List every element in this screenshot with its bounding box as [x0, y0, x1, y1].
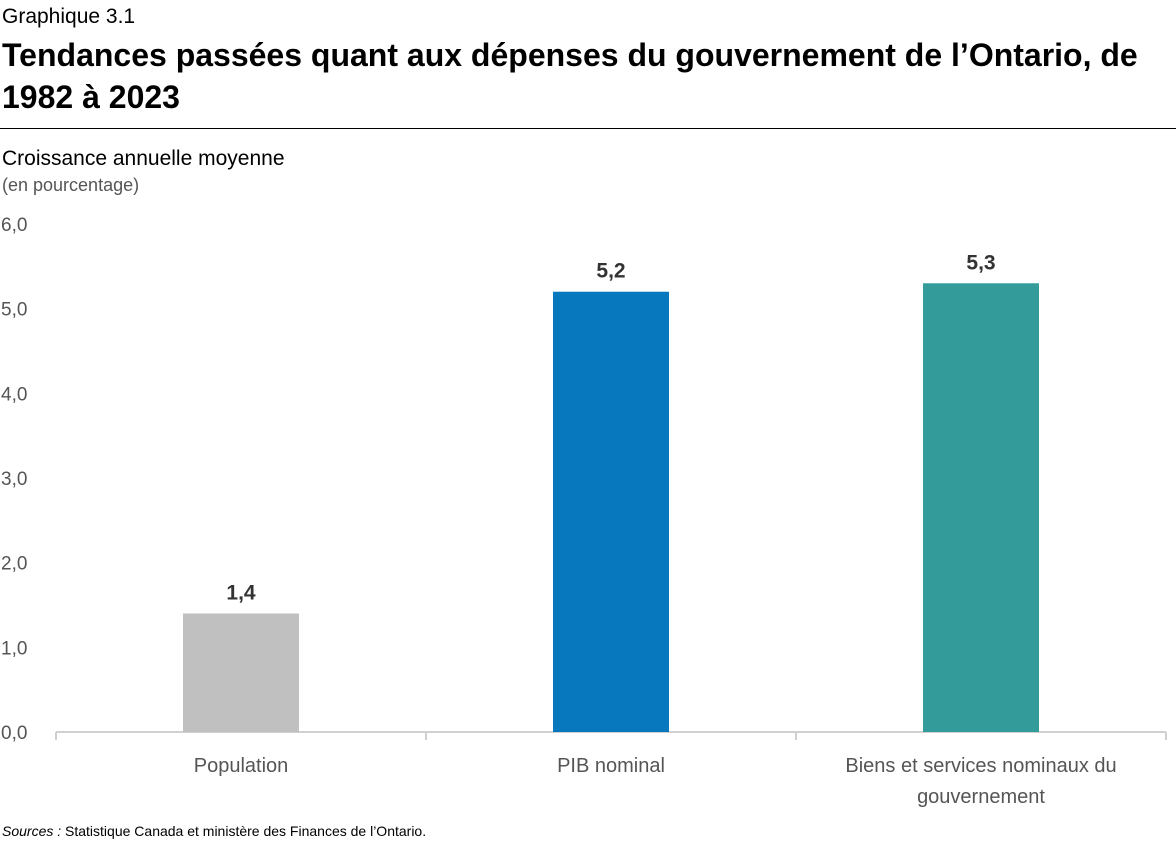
y-tick-label: 2,0 — [1, 554, 27, 575]
bar-value-label: 5,2 — [596, 260, 625, 283]
y-tick-label: 1,0 — [1, 638, 27, 659]
source-prefix: Sources : — [2, 823, 62, 839]
title-divider — [0, 128, 1176, 129]
bar-chart: 0,0 1,0 2,0 3,0 4,0 5,0 6,0 1,4 Population 5,2 PIB… — [1, 215, 1167, 808]
chart-title: Tendances passées quant aux dépenses du … — [2, 37, 1138, 115]
y-tick-label: 4,0 — [1, 384, 27, 405]
x-category-label: PIB nominal — [557, 755, 665, 777]
y-axis-unit: (en pourcentage) — [2, 175, 140, 195]
x-category-label: Population — [194, 755, 289, 777]
y-tick-label: 0,0 — [1, 723, 27, 744]
source-text: Statistique Canada et ministère des Fina… — [61, 823, 427, 839]
y-tick-label: 5,0 — [1, 300, 27, 321]
bar — [553, 291, 669, 732]
bar-value-label: 5,3 — [966, 251, 995, 274]
y-tick-label: 6,0 — [1, 215, 27, 236]
y-axis-label: Croissance annuelle moyenne — [2, 147, 285, 170]
x-category-label-line: PIB nominal — [557, 755, 665, 777]
x-category-label-line: gouvernement — [917, 786, 1045, 808]
bar-value-label: 1,4 — [226, 581, 256, 604]
bar — [183, 613, 299, 732]
x-category-label: Biens et services nominaux du gouvernemen… — [845, 755, 1116, 808]
source-note: Sources : Statistique Canada et ministèr… — [2, 822, 426, 840]
x-category-label-line: Biens et services nominaux du — [845, 755, 1116, 777]
graph-label: Graphique 3.1 — [2, 5, 136, 28]
bar — [923, 283, 1039, 732]
y-tick-label: 3,0 — [1, 469, 27, 490]
x-category-label-line: Population — [194, 755, 289, 777]
